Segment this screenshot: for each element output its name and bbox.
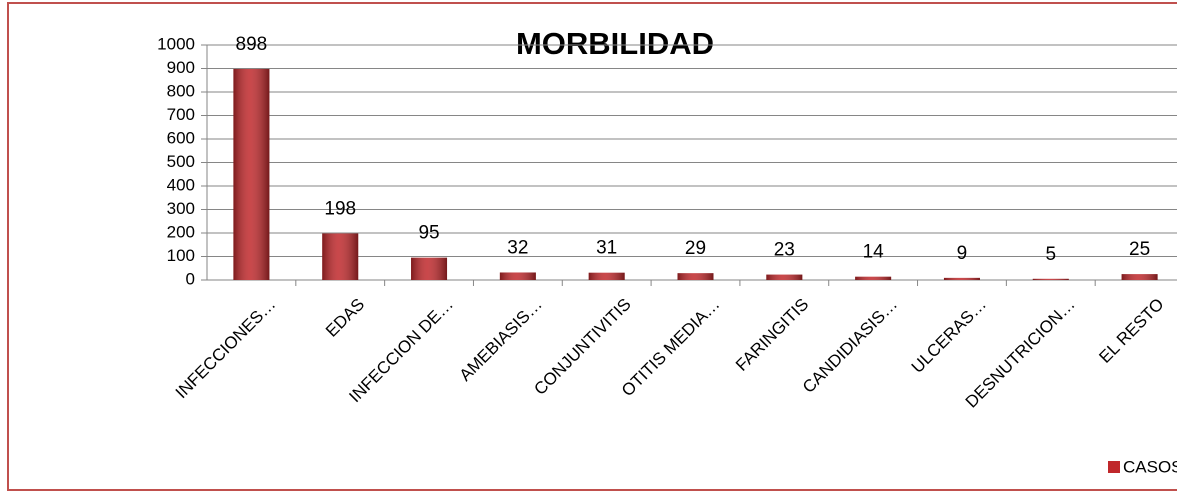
value-label: 898 [236, 34, 268, 55]
y-tick-label: 900 [167, 58, 195, 77]
y-tick-label: 500 [167, 152, 195, 171]
y-tick-label: 200 [167, 222, 195, 241]
value-label: 29 [685, 238, 706, 259]
y-tick-label: 0 [186, 269, 195, 288]
value-label: 31 [596, 238, 617, 259]
bar-shade [233, 68, 270, 280]
bar-shade [677, 273, 714, 280]
bar-shade [411, 257, 448, 280]
legend-swatch [1108, 461, 1120, 473]
value-label: 95 [418, 223, 439, 244]
bar-shade [1032, 278, 1069, 280]
y-tick-label: 300 [167, 199, 195, 218]
bar-shade [1121, 274, 1158, 280]
bar-shade [855, 276, 892, 280]
y-tick-label: 800 [167, 81, 195, 100]
bar-shade [588, 272, 625, 280]
y-tick-label: 100 [167, 246, 195, 265]
value-label: 198 [324, 198, 356, 219]
value-label: 25 [1129, 239, 1150, 260]
chart-title: MORBILIDAD [516, 26, 714, 61]
value-label: 5 [1045, 244, 1056, 265]
y-tick-label: 1000 [157, 34, 195, 53]
legend-label: CASOS [1123, 457, 1177, 476]
value-label: 9 [957, 243, 968, 264]
bar-shade [322, 233, 359, 280]
bar-shade [943, 277, 980, 280]
y-tick-label: 400 [167, 175, 195, 194]
value-label: 32 [507, 237, 528, 258]
y-tick-label: 600 [167, 128, 195, 147]
bar-shade [766, 274, 803, 280]
chart-border [7, 2, 1177, 491]
bar-shade [499, 272, 536, 280]
value-label: 14 [863, 242, 885, 263]
value-label: 23 [774, 240, 795, 261]
y-tick-label: 700 [167, 105, 195, 124]
